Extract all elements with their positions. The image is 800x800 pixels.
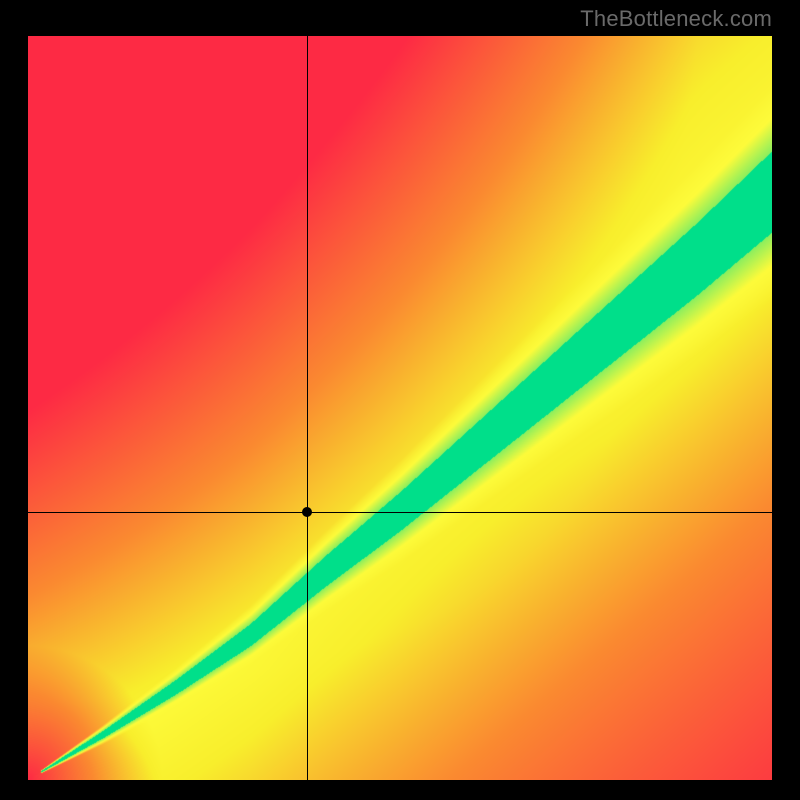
heatmap-canvas <box>28 36 772 780</box>
crosshair-vertical <box>307 36 308 780</box>
watermark: TheBottleneck.com <box>580 6 772 32</box>
heatmap-plot <box>28 36 772 780</box>
crosshair-horizontal <box>28 512 772 513</box>
crosshair-marker <box>302 507 312 517</box>
